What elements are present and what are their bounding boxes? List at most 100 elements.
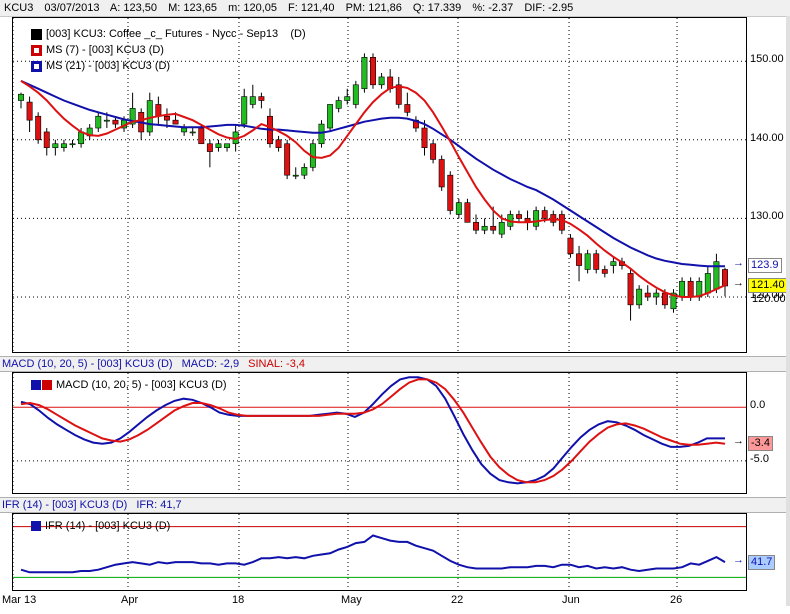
quote-info-bar: KCU3 03/07/2013 A: 123,50 M: 123,65 m: 1…: [0, 0, 790, 17]
candle-body-down: [644, 292, 651, 298]
candle: [335, 96, 342, 113]
candle-body-up: [704, 273, 711, 294]
price-chart-panel[interactable]: [003] KCU3: Coffee _c_ Futures - Nycc - …: [12, 17, 747, 353]
candle-body-up: [69, 143, 76, 146]
price-chart-svg: [13, 18, 746, 352]
candle-body-down: [284, 143, 291, 176]
candle: [481, 218, 488, 235]
candle: [644, 285, 651, 301]
candle: [301, 163, 308, 180]
candle: [52, 139, 59, 156]
candle: [327, 104, 334, 132]
legend-ma21-swatch: [31, 60, 42, 72]
x-tick-label: Jun: [562, 594, 580, 606]
x-tick-label: 22: [451, 594, 464, 606]
price-tick-label: 140.00: [750, 131, 784, 144]
candle: [26, 96, 33, 132]
candle-body-up: [60, 143, 67, 148]
arrow-icon: →: [733, 276, 744, 289]
legend-ma7: MS (7) - [003] KCU3 (D): [31, 42, 306, 58]
date-label: 03/07/2013: [44, 2, 100, 14]
candle-body-up: [181, 127, 188, 133]
candle-body-up: [146, 100, 153, 133]
candle-body-down: [447, 174, 454, 211]
ifr-legend-swatch: [31, 521, 41, 531]
candle: [35, 112, 42, 144]
candle-body-down: [395, 84, 402, 105]
macd-bar-signal: SINAL: -3,4: [248, 358, 306, 370]
ifr-bar-value: IFR: 41,7: [136, 499, 182, 511]
candle: [533, 206, 540, 231]
candle-body-down: [722, 269, 728, 287]
candle-body-down: [627, 273, 634, 306]
candle: [18, 92, 24, 109]
candle-body-down: [473, 222, 479, 231]
candle-body-down: [593, 253, 600, 270]
candle-body-down: [112, 119, 119, 125]
macd-chart-panel[interactable]: MACD (10, 20, 5) - [003] KCU3 (D): [12, 372, 747, 494]
ma7-line: [20, 80, 726, 298]
signal-line: [20, 378, 726, 484]
price-tick-label: 150.00: [750, 53, 784, 66]
max-label: M: 123,65: [168, 2, 217, 14]
candle: [636, 285, 643, 309]
candle: [438, 155, 445, 191]
q-label: Q: 17.339: [412, 2, 462, 14]
candle-body-up: [653, 292, 660, 298]
macd-tick-label: -5.0: [750, 452, 769, 465]
candle-body-up: [95, 115, 102, 129]
candle: [430, 139, 437, 164]
candle-body-down: [163, 115, 170, 121]
candle: [464, 198, 471, 223]
candle: [249, 84, 256, 109]
candle-body-up: [344, 96, 351, 101]
candle: [593, 249, 600, 274]
candle: [558, 210, 565, 235]
candle-body-up: [670, 292, 677, 310]
candle-body-up: [18, 93, 24, 101]
candle-body-down: [567, 237, 574, 255]
candle: [370, 53, 376, 89]
open-label: A: 123,50: [109, 2, 158, 14]
candle-body-up: [189, 131, 196, 134]
legend-ma21: MS (21) - [003] KCU3 (D): [31, 58, 306, 74]
candle-body-down: [438, 159, 445, 188]
candle-body-up: [636, 288, 643, 306]
candle-body-down: [258, 96, 265, 101]
candle-body-down: [206, 143, 213, 152]
price-tick-label-partial: 120.00: [752, 292, 786, 305]
ifr-chart-svg: [13, 514, 746, 590]
candle-body-up: [610, 261, 617, 266]
candle: [146, 92, 153, 136]
ifr-line: [20, 534, 726, 574]
candle-body-up: [352, 84, 359, 105]
candle-body-down: [155, 104, 162, 117]
min-label: m: 120,05: [228, 2, 277, 14]
candle: [352, 80, 359, 109]
ifr-bar-title: IFR (14) - [003] KCU3 (D): [2, 499, 128, 511]
candle-body-down: [421, 127, 428, 148]
candle: [447, 171, 454, 215]
ma21-value-tag: 123.9: [748, 258, 782, 274]
candle: [292, 167, 299, 180]
candle: [275, 135, 282, 152]
arrow-icon: →: [733, 257, 744, 270]
candle-body-up: [301, 167, 308, 176]
candle: [576, 245, 583, 282]
candle-body-up: [52, 143, 59, 148]
ifr-legend: IFR (14) - [003] KCU3 (D): [31, 518, 170, 534]
candle-body-down: [26, 101, 33, 121]
candle: [112, 116, 119, 129]
ifr-chart-panel[interactable]: IFR (14) - [003] KCU3 (D): [12, 513, 747, 591]
ifr-legend-label: IFR (14) - [003] KCU3 (D): [45, 520, 171, 532]
macd-legend: MACD (10, 20, 5) - [003] KCU3 (D): [31, 377, 227, 393]
candle-body-down: [172, 119, 179, 125]
candle: [524, 210, 531, 231]
candle-body-up: [498, 222, 505, 235]
candle: [215, 139, 222, 152]
arrow-icon: →: [733, 553, 744, 566]
candle-body-up: [249, 96, 256, 105]
macd-legend-label: MACD (10, 20, 5) - [003] KCU3 (D): [56, 379, 227, 391]
ifr-title-bar: IFR (14) - [003] KCU3 (D) IFR: 41,7: [0, 497, 790, 513]
candle: [241, 88, 248, 129]
